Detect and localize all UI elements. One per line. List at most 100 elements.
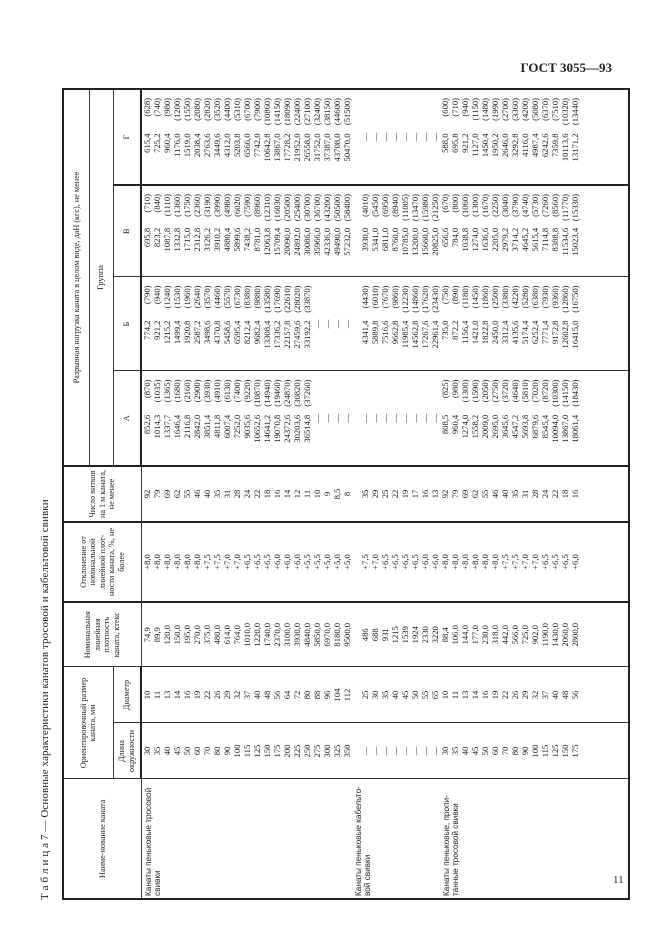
load-value: 5615,4 (5730) (530, 188, 540, 275)
dan-value: 8388,8 (550, 227, 560, 252)
table-row: —25 486 +7,5 35—4341,4 (4430) 3930,0 (4010) — (360, 88, 370, 899)
kgf-value: (23430) (430, 285, 440, 313)
load-a-cell: 19070,8 (19460) (272, 370, 282, 466)
deviation-cell: +6,5 (410, 521, 420, 602)
density-cell: 2800,0 (570, 601, 580, 667)
load-g-cell: 921,2 (940) (460, 88, 470, 185)
dan-value: 2695,0 (490, 414, 500, 439)
table-row: 40 13 144,0 +8,0 69 1274,0 (1300) 1156,4 (1180) 1… (460, 88, 470, 899)
load-b-cell: 17267,6 (17620) (420, 276, 430, 371)
kgf-value: (7400) (232, 379, 242, 403)
dan-value: 4547,2 (510, 414, 520, 439)
load-g-cell: 26558,0 (27100) (302, 88, 312, 185)
dan-value: 19070,8 (272, 414, 282, 443)
diameter-cell: 56 (570, 666, 580, 723)
load-v-cell: 1715,0 (1750) (182, 184, 192, 277)
dan-value: 27459,6 (292, 320, 302, 349)
density-cell: 480,0 (212, 601, 222, 667)
load-a-cell: — (370, 370, 380, 466)
load-value: 13200,0 (13470) (410, 188, 420, 275)
turns-cell: 18 (262, 465, 272, 522)
deviation-cell: +6,0 (570, 521, 580, 602)
kgf-value: (740) (152, 97, 162, 117)
dan-value: 30203,6 (292, 414, 302, 443)
load-value: 12063,8 (12310) (262, 188, 272, 275)
kgf-value: (1180) (460, 285, 470, 309)
diameter-cell: 16 (182, 666, 192, 723)
load-g-cell: 2646,0 (2700) (500, 88, 510, 185)
diameter-cell: 40 (550, 666, 560, 723)
load-value: 2646,0 (2700) (500, 92, 510, 182)
load-value: 960,4 (980) (162, 92, 172, 182)
density-cell: 931 (380, 601, 390, 667)
circumference-cell: 150 (560, 723, 570, 779)
load-value: 10094,0 (10300) (550, 373, 560, 463)
deviation-cell: +8,0 (192, 521, 202, 602)
load-a-cell: — (312, 370, 322, 466)
load-value: 4547,2 (4640) (510, 373, 520, 463)
turns-cell: 79 (152, 465, 162, 522)
load-v-cell: 6811,0 (6950) (380, 184, 390, 277)
table-row: —30 688 +7,0 29—5889,8 (6010) 5341,0 (5450) — (370, 88, 380, 899)
dan-value: 8545,4 (540, 414, 550, 439)
load-value: 14562,8 (14860) (410, 279, 420, 368)
circumference-cell: — (400, 723, 410, 779)
density-cell: 688 (370, 601, 380, 667)
group-name: Канаты пеньковые тросовой свивки (141, 779, 352, 899)
density-cell: 195,0 (182, 601, 192, 667)
load-value: 588,0 (600) (440, 92, 450, 182)
diameter-cell: 56 (272, 666, 282, 723)
load-g-cell: 21952,0 (22400) (292, 88, 302, 185)
group-spacer: Канаты пеньковые кабельто-вой свивки (352, 88, 440, 899)
kgf-value: (20500) (282, 193, 292, 222)
dan-value: 808,5 (440, 414, 450, 435)
dan-value: 2646,0 (500, 133, 510, 158)
kgf-value: (1450) (470, 285, 480, 309)
load-value: 13867,0 (14150) (272, 92, 282, 182)
load-value: 3292,8 (3360) (510, 92, 520, 182)
dan-value: 30086,0 (302, 227, 312, 256)
table-row: 175 56 2800,0 +6,0 16 18061,4 (18430) 16415,0 (1… (570, 88, 580, 899)
kgf-value: (25400) (292, 193, 302, 222)
load-value: 3930,0 (4010) (360, 188, 370, 275)
kgf-value: (5730) (530, 193, 540, 217)
load-v-cell: 1038,8 (1060) (460, 184, 470, 277)
kgf-value: (7900) (252, 97, 262, 121)
diameter-cell: 80 (302, 666, 312, 723)
kgf-value: (2250) (490, 193, 500, 217)
load-value: 18061,4 (18430) (570, 373, 580, 463)
density-cell: 1220,0 (252, 601, 262, 667)
load-v-cell: 12063,8 (12310) (262, 184, 272, 277)
deviation-cell: +7,0 (222, 521, 232, 602)
load-b-cell: 735,0 (750) (440, 276, 450, 371)
deviation-cell: +8,0 (490, 521, 500, 602)
deviation-cell: +7,0 (232, 521, 242, 602)
kgf-value: (58400) (342, 193, 352, 222)
turns-cell: 14 (282, 465, 292, 522)
kgf-value: (18430) (570, 379, 580, 407)
kgf-value: (11005) (400, 193, 410, 221)
diameter-cell: 55 (420, 666, 430, 723)
load-v-cell: 57232,0 (58400) (342, 184, 352, 277)
density-cell: 764,0 (232, 601, 242, 667)
table-row: Канаты пеньковые тросовой свивки 30 10 74,9… (141, 88, 352, 899)
load-g-cell: 6242,6 (6370) (540, 88, 550, 185)
document-code: ГОСТ 3055—93 (520, 60, 612, 75)
load-value: 5458,6 (5570) (222, 279, 232, 368)
kgf-value: (24870) (282, 379, 292, 407)
diameter-cell: 37 (540, 666, 550, 723)
load-value: 49490,0 (50500) (332, 188, 342, 275)
dan-value: 1014,3 (152, 414, 162, 439)
load-v-cell: 1274,0 (1300) (470, 184, 480, 277)
diameter-cell: 29 (222, 666, 232, 723)
dan-value: 7359,8 (550, 133, 560, 158)
circumference-cell: 30 (141, 723, 152, 779)
load-a-cell: — (332, 370, 342, 466)
load-value: 1920,8 (1960) (182, 279, 192, 368)
turns-cell: 55 (182, 465, 192, 522)
circumference-cell: 45 (470, 723, 480, 779)
empty-cell (580, 601, 629, 667)
turns-cell: 28 (530, 465, 540, 522)
density-cell: 9500,0 (342, 601, 352, 667)
circumference-cell: 350 (342, 723, 352, 779)
